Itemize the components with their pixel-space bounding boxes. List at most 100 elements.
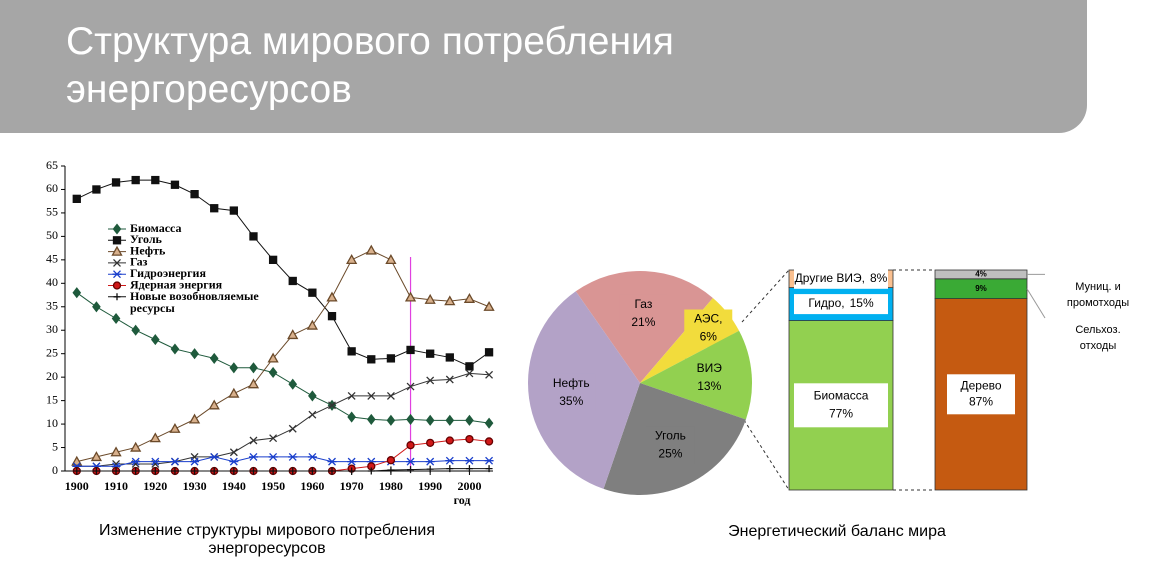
- x-tick-label: 1960: [300, 479, 324, 493]
- slice-label: Нефть: [553, 376, 590, 390]
- y-tick-label: 50: [46, 228, 58, 242]
- marker: [465, 414, 474, 426]
- segment-value-label: 8%: [870, 271, 888, 285]
- legend-label: Ядерная энергия: [130, 277, 223, 291]
- segment-value-label: 87%: [969, 394, 993, 408]
- legend-marker: [113, 293, 121, 301]
- slice-label: ВИЭ: [697, 361, 723, 375]
- marker: [268, 366, 278, 379]
- x-tick-label: 1950: [261, 479, 285, 493]
- marker: [347, 411, 356, 423]
- marker: [484, 437, 494, 446]
- marker: [149, 432, 161, 443]
- marker: [249, 436, 258, 445]
- marker: [444, 295, 456, 306]
- marker: [465, 362, 474, 371]
- label-box: [794, 268, 888, 289]
- marker: [269, 434, 278, 443]
- marker: [230, 467, 238, 475]
- slice-value-label: 21%: [631, 315, 655, 329]
- segment-label-line: Сельхоз.: [1075, 324, 1120, 336]
- series-line: [76, 456, 490, 467]
- legend-marker: [112, 281, 122, 290]
- marker: [347, 457, 357, 466]
- marker: [406, 441, 415, 450]
- marker: [190, 190, 199, 199]
- legend-marker: [112, 223, 122, 235]
- marker: [465, 434, 474, 444]
- caption: Энергетический баланс мира: [728, 523, 946, 540]
- marker: [308, 410, 317, 419]
- leader-line: [1026, 288, 1046, 319]
- y-tick-label: 25: [46, 345, 58, 359]
- y-tick-label: 15: [46, 392, 58, 406]
- x-tick-label: 1980: [379, 479, 403, 493]
- marker: [308, 390, 317, 402]
- segment-label: Гидро, 15%: [808, 296, 874, 310]
- marker: [307, 452, 317, 461]
- marker: [484, 348, 494, 357]
- marker: [188, 413, 201, 424]
- marker: [367, 391, 376, 400]
- y-tick-label: 55: [46, 205, 58, 219]
- y-tick-label: 20: [46, 369, 58, 383]
- label-box: [794, 383, 888, 428]
- x-tick-label: 1910: [104, 479, 128, 493]
- marker: [229, 448, 238, 457]
- marker: [151, 175, 160, 185]
- marker: [484, 456, 494, 465]
- y-tick-label: 65: [46, 158, 58, 172]
- y-tick-label: 5: [52, 439, 58, 453]
- slice-value-label: 6%: [700, 330, 718, 344]
- y-tick-label: 0: [52, 463, 58, 477]
- marker: [229, 206, 238, 215]
- marker: [132, 467, 140, 475]
- marker: [327, 457, 337, 466]
- marker: [348, 467, 356, 475]
- marker: [249, 467, 257, 475]
- marker: [190, 457, 200, 466]
- legend-label: Нефть: [130, 243, 166, 257]
- legend-marker: [111, 245, 123, 256]
- marker: [465, 465, 473, 473]
- slice-value-label: 35%: [559, 394, 583, 408]
- marker: [366, 413, 376, 425]
- marker: [425, 457, 435, 466]
- marker: [131, 175, 140, 185]
- marker: [426, 465, 434, 473]
- marker: [268, 255, 278, 264]
- marker: [347, 347, 356, 356]
- marker: [289, 467, 297, 475]
- marker: [169, 422, 181, 433]
- marker: [306, 319, 318, 330]
- marker: [170, 180, 180, 189]
- segment-value-label: 9%: [975, 284, 987, 293]
- segment-name: Другие ВИЭ,: [795, 271, 865, 285]
- marker: [385, 254, 397, 264]
- marker: [248, 452, 258, 461]
- marker: [406, 457, 416, 466]
- marker: [463, 292, 476, 303]
- marker: [90, 451, 103, 462]
- marker: [71, 455, 83, 466]
- segment-label: Муниц. и промотходы: [1067, 281, 1129, 309]
- legend-marker: [113, 258, 121, 267]
- legend-label: Газ: [130, 255, 148, 269]
- slice-value-label: 25%: [658, 447, 682, 461]
- marker: [445, 456, 455, 465]
- legend-label: Биомасса: [130, 221, 182, 235]
- segment-value-label: 4%: [975, 270, 987, 279]
- label-box: [947, 374, 1015, 415]
- slide-title: Структура мирового потребления энергорес…: [66, 20, 674, 111]
- slice-label-box: [685, 358, 734, 397]
- slice-label-box: [646, 426, 695, 465]
- marker: [424, 293, 436, 304]
- series-line: [76, 179, 490, 367]
- segment-label: Сельхоз. отходы: [1075, 324, 1120, 352]
- marker: [386, 391, 395, 400]
- y-tick-label: 40: [46, 275, 58, 289]
- marker: [247, 378, 260, 389]
- marker: [308, 467, 316, 475]
- marker: [406, 413, 415, 425]
